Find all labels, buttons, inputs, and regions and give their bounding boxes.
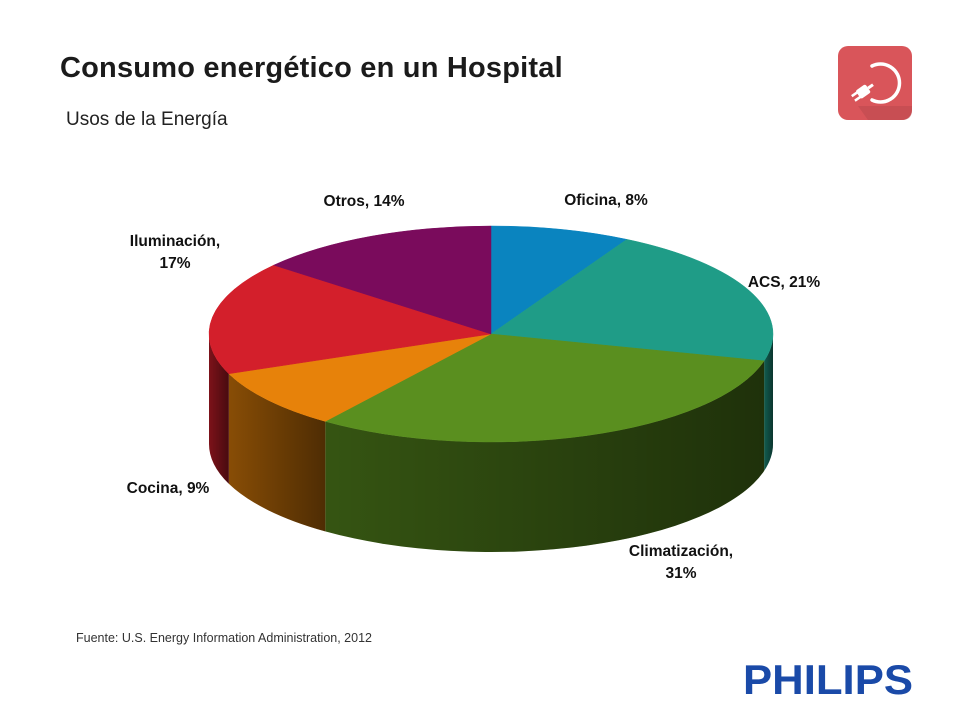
plug-refresh-icon xyxy=(838,46,912,120)
data-label-acs: ACS, 21% xyxy=(747,274,821,291)
pie-slice-climatización xyxy=(324,333,765,443)
philips-logo: PHILIPS xyxy=(743,658,913,700)
pie-side-shade-2 xyxy=(325,360,765,552)
page-title: Consumo energético en un Hospital xyxy=(60,52,563,84)
pie-slice-oficina xyxy=(490,225,628,335)
pie-slice-iluminación xyxy=(208,264,492,375)
data-label-otros: Otros, 14% xyxy=(323,193,405,210)
svg-text:PHILIPS: PHILIPS xyxy=(743,658,913,700)
page-subtitle: Usos de la Energía xyxy=(66,109,228,130)
pie-slice-acs xyxy=(490,239,774,362)
pie-side-shade-1 xyxy=(764,334,773,471)
data-label-climatización: Climatización, 31% xyxy=(628,543,734,582)
data-label-oficina: Oficina, 8% xyxy=(564,192,648,209)
pie-slice-otros xyxy=(273,225,492,335)
data-label-cocina: Cocina, 9% xyxy=(126,480,210,497)
pie-side-shade-3 xyxy=(228,373,326,532)
pie-side-shade-4 xyxy=(209,334,229,484)
pie-slice-cocina xyxy=(228,333,492,422)
data-label-iluminación: Iluminación, 17% xyxy=(129,233,221,272)
source-note: Fuente: U.S. Energy Information Administ… xyxy=(76,631,372,645)
